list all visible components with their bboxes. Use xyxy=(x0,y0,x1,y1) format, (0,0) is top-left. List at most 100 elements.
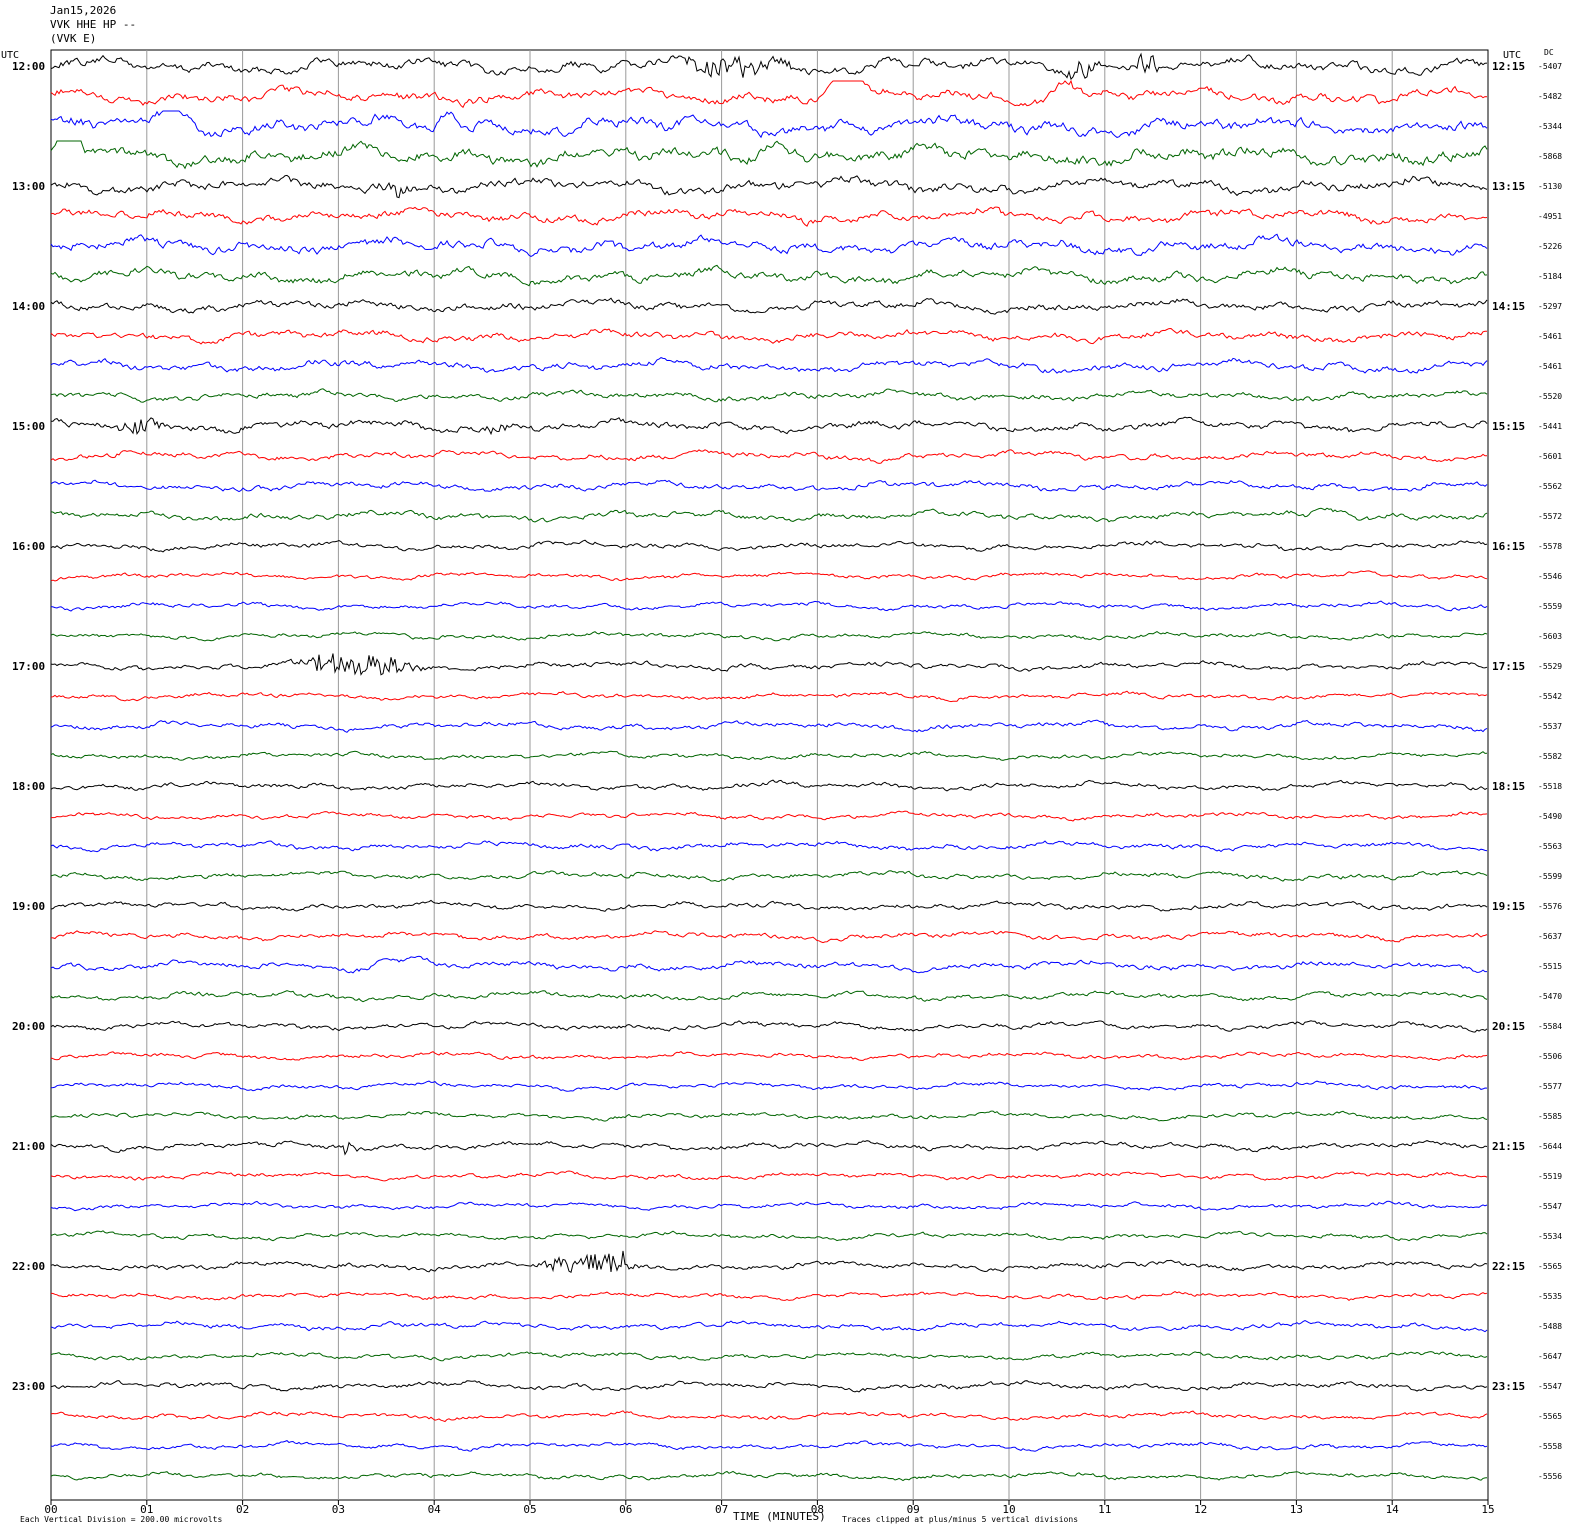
hour-label-right: 22:15 xyxy=(1492,1260,1525,1273)
dc-offset-label: -5647 xyxy=(1538,1352,1562,1361)
seismic-trace-row xyxy=(50,233,1488,257)
seismic-trace-row xyxy=(50,1051,1488,1061)
x-tick-label: 06 xyxy=(619,1503,632,1516)
dc-offset-label: -5565 xyxy=(1538,1412,1562,1421)
plot-date: Jan15,2026 xyxy=(50,4,117,17)
dc-offset-label: -5563 xyxy=(1538,842,1562,851)
hour-label-left: 18:00 xyxy=(12,780,45,793)
dc-offset-label: -5562 xyxy=(1538,482,1562,491)
dc-offset-label: -5603 xyxy=(1538,632,1562,641)
dc-offset-label: -5556 xyxy=(1538,1472,1562,1481)
seismic-trace-row xyxy=(50,388,1488,403)
dc-offset-label: -5576 xyxy=(1538,902,1562,911)
seismic-trace-row xyxy=(50,479,1488,493)
hour-label-left: 20:00 xyxy=(12,1020,45,1033)
seismic-trace-row xyxy=(50,264,1488,287)
dc-offset-label: -5577 xyxy=(1538,1082,1562,1091)
seismic-trace-row xyxy=(50,1020,1488,1033)
seismic-trace-row xyxy=(50,1351,1488,1362)
seismic-trace-row xyxy=(50,600,1488,612)
dc-offset-label: -5582 xyxy=(1538,752,1562,761)
dc-offset-label: -5559 xyxy=(1538,602,1562,611)
seismic-trace-row xyxy=(50,507,1488,523)
hour-label-left: 19:00 xyxy=(12,900,45,913)
seismic-trace-row xyxy=(50,990,1488,1003)
seismic-trace-row xyxy=(50,1380,1488,1393)
seismic-trace-row xyxy=(50,1440,1488,1452)
dc-label: DC xyxy=(1544,48,1554,57)
hour-label-right: 19:15 xyxy=(1492,900,1525,913)
seismic-trace-row xyxy=(50,1250,1488,1274)
seismic-trace-row xyxy=(50,1291,1488,1302)
x-tick-label: 07 xyxy=(715,1503,728,1516)
x-tick-label: 05 xyxy=(523,1503,536,1516)
dc-offset-label: -5519 xyxy=(1538,1172,1562,1181)
plot-frame xyxy=(50,49,1489,1501)
x-tick-label: 11 xyxy=(1098,1503,1111,1516)
dc-offset-label: -5407 xyxy=(1538,62,1562,71)
dc-offset-label: -5578 xyxy=(1538,542,1562,551)
channel-label: VVK HHE HP -- xyxy=(50,18,137,31)
hour-label-left: 22:00 xyxy=(12,1260,45,1273)
dc-offset-label: -5644 xyxy=(1538,1142,1562,1151)
dc-offset-label: -5542 xyxy=(1538,692,1562,701)
dc-offset-label: -5344 xyxy=(1538,122,1562,131)
seismic-trace-row xyxy=(50,357,1488,374)
seismic-trace-row xyxy=(50,930,1488,944)
x-tick-label: 03 xyxy=(332,1503,345,1516)
dc-offset-label: -5490 xyxy=(1538,812,1562,821)
x-tick-label: 04 xyxy=(428,1503,442,1516)
seismic-trace-row xyxy=(50,1140,1488,1156)
seismic-trace-row xyxy=(50,1110,1488,1122)
dc-offset-label: -5520 xyxy=(1538,392,1562,401)
dc-offset-label: -5585 xyxy=(1538,1112,1562,1121)
hour-label-right: 16:15 xyxy=(1492,540,1525,553)
seismic-trace-row xyxy=(50,1320,1488,1333)
hour-label-right: 14:15 xyxy=(1492,300,1525,313)
dc-offset-label: -5599 xyxy=(1538,872,1562,881)
seismic-trace-row xyxy=(50,1230,1488,1242)
seismic-trace-row xyxy=(50,79,1488,109)
trace-layer xyxy=(50,52,1488,1482)
seismic-trace-row xyxy=(50,719,1488,733)
dc-offset-label: -5461 xyxy=(1538,362,1562,371)
seismic-trace-row xyxy=(50,779,1488,792)
dc-offset-label: -5441 xyxy=(1538,422,1562,431)
dc-offset-label: -5601 xyxy=(1538,452,1562,461)
minute-grid xyxy=(50,49,1489,1505)
dc-offset-label: -5529 xyxy=(1538,662,1562,671)
hour-label-right: 23:15 xyxy=(1492,1380,1525,1393)
hour-label-left: 14:00 xyxy=(12,300,45,313)
x-tick-label: 14 xyxy=(1386,1503,1400,1516)
dc-offset-label: -5506 xyxy=(1538,1052,1562,1061)
dc-offset-label: -5226 xyxy=(1538,242,1562,251)
seismic-trace-row xyxy=(50,327,1488,345)
seismic-trace-row xyxy=(50,1470,1488,1482)
scale-note: Each Vertical Division = 200.00 microvol… xyxy=(20,1515,223,1524)
hour-label-right: 15:15 xyxy=(1492,420,1525,433)
x-tick-label: 00 xyxy=(44,1503,57,1516)
seismic-trace-row xyxy=(50,840,1488,853)
dc-offset-label: -5584 xyxy=(1538,1022,1562,1031)
seismic-trace-row xyxy=(50,1410,1488,1423)
dc-offset-label: -5565 xyxy=(1538,1262,1562,1271)
station-label: (VVK E) xyxy=(50,32,97,45)
seismic-trace-row xyxy=(50,1170,1488,1182)
dc-offset-label: -5547 xyxy=(1538,1202,1562,1211)
seismic-trace-row xyxy=(50,899,1488,912)
dc-offset-label: -5537 xyxy=(1538,722,1562,731)
x-tick-label: 10 xyxy=(1002,1503,1015,1516)
dc-offset-label: -5572 xyxy=(1538,512,1562,521)
x-axis-label: TIME (MINUTES) xyxy=(733,1510,826,1523)
dc-offset-label: -5297 xyxy=(1538,302,1562,311)
clip-note: Traces clipped at plus/minus 5 vertical … xyxy=(842,1515,1079,1524)
hour-label-right: 18:15 xyxy=(1492,780,1525,793)
seismic-trace-row xyxy=(50,653,1488,676)
seismic-trace-row xyxy=(50,539,1488,553)
x-tick-label: 09 xyxy=(907,1503,920,1516)
dc-offset-label: -5488 xyxy=(1538,1322,1562,1331)
dc-offset-label: -5130 xyxy=(1538,182,1562,191)
right-utc-label: UTC xyxy=(1503,50,1522,61)
hour-label-right: 21:15 xyxy=(1492,1140,1525,1153)
